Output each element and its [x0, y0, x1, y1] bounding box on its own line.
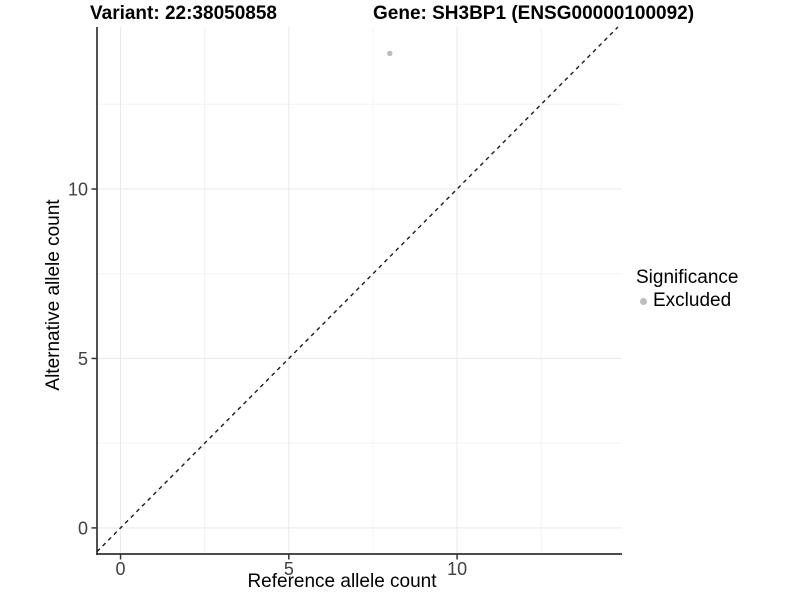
identity-dashed-line — [96, 26, 619, 553]
legend-item-label: Excluded — [653, 290, 732, 311]
y-tick-label: 5 — [78, 349, 88, 369]
legend: Significance Excluded — [636, 267, 738, 311]
legend-item-excluded: Excluded — [636, 291, 738, 311]
x-tick-label: 0 — [116, 559, 126, 579]
x-tick-label: 5 — [284, 559, 294, 579]
legend-point-icon — [640, 297, 647, 305]
plot-title-variant: Variant: 22:38050858 — [90, 3, 277, 24]
x-tick-label: 10 — [447, 559, 467, 579]
legend-title: Significance — [636, 267, 739, 288]
y-tick-label: 0 — [78, 518, 88, 538]
data-point — [387, 50, 393, 57]
plot-title-gene: Gene: SH3BP1 (ENSG00000100092) — [373, 3, 695, 24]
x-axis-title: Reference allele count — [247, 571, 437, 592]
y-tick-label: 10 — [68, 179, 88, 199]
y-axis-title: Alternative allele count — [43, 199, 64, 391]
